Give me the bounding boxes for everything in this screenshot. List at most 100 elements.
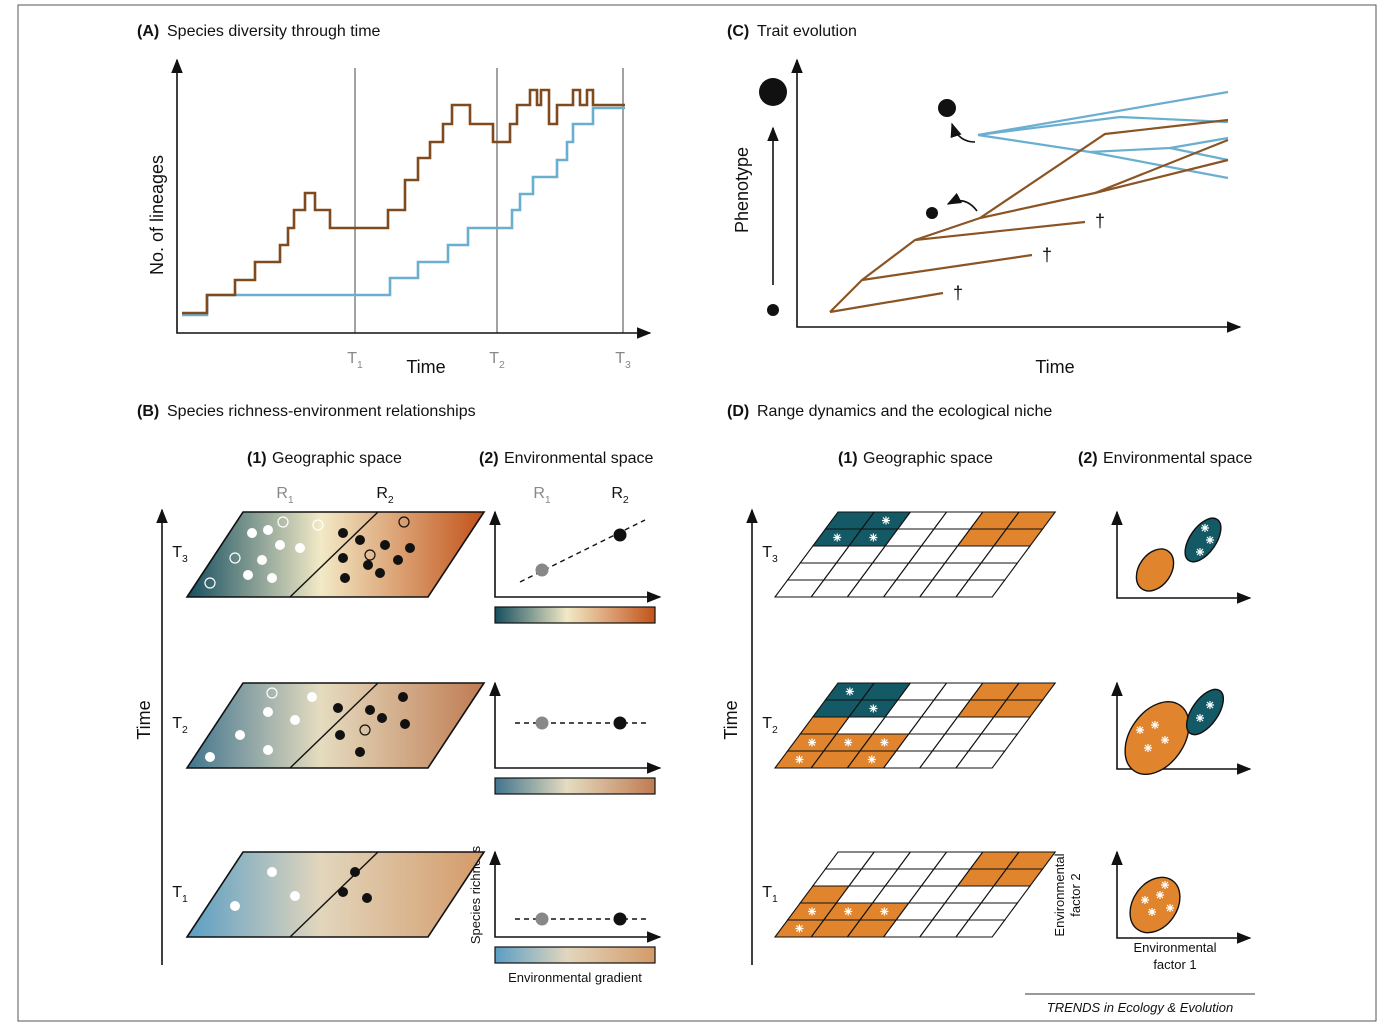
species-dot bbox=[335, 730, 345, 740]
axes bbox=[797, 60, 1240, 327]
occurrence bbox=[1196, 714, 1204, 722]
occurrence bbox=[1141, 896, 1149, 904]
species-dot bbox=[355, 535, 365, 545]
subscript-label: R2 bbox=[376, 485, 394, 506]
subscript-label: T3 bbox=[615, 350, 631, 371]
label-letter: T bbox=[489, 350, 499, 367]
occurrence bbox=[882, 517, 890, 525]
axis-label: Time bbox=[1035, 357, 1074, 377]
region-map bbox=[187, 683, 484, 768]
occurrence bbox=[869, 534, 877, 542]
species-dot bbox=[290, 891, 300, 901]
species-dot bbox=[235, 730, 245, 740]
subpanel-label: (2) bbox=[1078, 450, 1098, 467]
subscript-label: R1 bbox=[276, 485, 294, 506]
species-dot bbox=[375, 568, 385, 578]
subscript-label: T1 bbox=[762, 884, 778, 905]
species-dot bbox=[267, 867, 277, 877]
species-dot bbox=[295, 543, 305, 553]
occurrence bbox=[1148, 908, 1156, 916]
species-dot bbox=[307, 692, 317, 702]
panel-title: Trait evolution bbox=[757, 23, 857, 40]
label-index: 2 bbox=[499, 360, 505, 371]
axes bbox=[1117, 512, 1250, 598]
axes bbox=[495, 852, 660, 937]
niche bbox=[1120, 868, 1190, 942]
occurrence bbox=[1196, 548, 1204, 556]
occurrence bbox=[846, 688, 854, 696]
subscript-label: R2 bbox=[611, 485, 629, 506]
panel-title: Species diversity through time bbox=[167, 23, 381, 40]
label-letter: R bbox=[276, 485, 288, 502]
label-index: 3 bbox=[625, 360, 631, 371]
axes bbox=[495, 683, 660, 768]
occurrence bbox=[1161, 736, 1169, 744]
occurrence bbox=[869, 705, 877, 713]
subscript-label: T3 bbox=[172, 544, 188, 565]
occurrence bbox=[1201, 524, 1209, 532]
occurrence bbox=[844, 739, 852, 747]
extinction: † bbox=[1095, 211, 1105, 231]
occurrence bbox=[1156, 891, 1164, 899]
label-letter: T bbox=[347, 350, 357, 367]
occurrence bbox=[833, 534, 841, 542]
species-dot bbox=[377, 713, 387, 723]
subscript-label: T2 bbox=[762, 715, 778, 736]
step-line bbox=[182, 108, 625, 315]
occurrence bbox=[868, 756, 876, 764]
label-letter: R bbox=[611, 485, 623, 502]
subpanel-title: Environmental space bbox=[504, 450, 654, 467]
species-dot bbox=[338, 528, 348, 538]
gradient-bar bbox=[495, 947, 655, 963]
region-mean bbox=[614, 913, 627, 926]
species-dot bbox=[340, 573, 350, 583]
subpanel-title: Geographic space bbox=[863, 450, 993, 467]
extinction: † bbox=[953, 283, 963, 303]
subscript-label: R1 bbox=[533, 485, 551, 506]
species-dot bbox=[355, 747, 365, 757]
species-dot bbox=[263, 525, 273, 535]
label-letter: T bbox=[615, 350, 625, 367]
species-dot bbox=[267, 573, 277, 583]
occurrence bbox=[1166, 904, 1174, 912]
extinction: † bbox=[1042, 245, 1052, 265]
label-index: 1 bbox=[772, 894, 778, 905]
occurrence bbox=[1144, 744, 1152, 752]
label-letter: T bbox=[172, 884, 182, 901]
step-line bbox=[182, 90, 625, 313]
subpanel-title: Environmental space bbox=[1103, 450, 1253, 467]
figure: (A) Species diversity through time No. o… bbox=[0, 0, 1394, 1027]
species-dot bbox=[257, 555, 267, 565]
axis-label: Environmentalfactor 2 bbox=[1052, 853, 1083, 936]
axis-label: Environmental gradient bbox=[508, 970, 642, 985]
occurrence bbox=[880, 739, 888, 747]
species-dot bbox=[263, 745, 273, 755]
niche bbox=[1112, 690, 1202, 787]
label-letter: T bbox=[172, 544, 182, 561]
gradient-bar bbox=[495, 778, 655, 794]
species-dot bbox=[380, 540, 390, 550]
axis-label: Time bbox=[721, 700, 741, 739]
subscript-label: T1 bbox=[172, 884, 188, 905]
region-mean bbox=[536, 913, 549, 926]
species-dot bbox=[365, 705, 375, 715]
species-dot bbox=[400, 719, 410, 729]
subscript-label: T3 bbox=[762, 544, 778, 565]
label-index: 2 bbox=[388, 495, 394, 506]
label-letter: R bbox=[376, 485, 388, 502]
label-line: factor 2 bbox=[1068, 873, 1083, 916]
label-letter: T bbox=[762, 884, 772, 901]
region-mean bbox=[614, 529, 627, 542]
panel-label: (C) bbox=[727, 23, 749, 40]
species-dot bbox=[230, 901, 240, 911]
subpanel-label: (2) bbox=[479, 450, 499, 467]
species-dot bbox=[205, 752, 215, 762]
label-index: 1 bbox=[357, 360, 363, 371]
label-letter: T bbox=[762, 715, 772, 732]
subscript-label: T2 bbox=[172, 715, 188, 736]
occurrence bbox=[880, 908, 888, 916]
subpanel-title: Geographic space bbox=[272, 450, 402, 467]
trait-shift bbox=[926, 99, 977, 219]
species-dot bbox=[333, 703, 343, 713]
occurrence bbox=[808, 908, 816, 916]
